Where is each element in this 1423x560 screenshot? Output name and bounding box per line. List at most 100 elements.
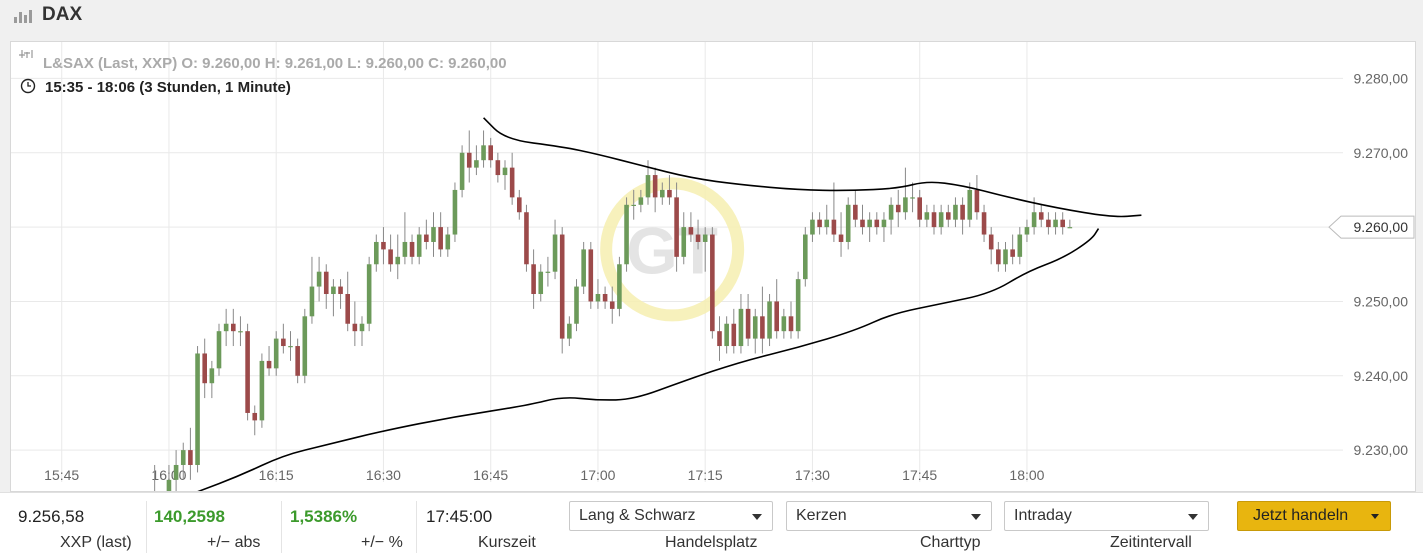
candle-up[interactable] xyxy=(209,368,215,384)
candle-up[interactable] xyxy=(180,450,186,465)
candle-down[interactable] xyxy=(838,234,844,242)
candle-up[interactable] xyxy=(452,189,458,235)
candle-down[interactable] xyxy=(860,219,865,228)
candle-down[interactable] xyxy=(695,234,701,242)
candle-up[interactable] xyxy=(681,227,687,257)
candle-down[interactable] xyxy=(931,212,937,228)
candle-up[interactable] xyxy=(1067,227,1073,229)
candle-down[interactable] xyxy=(831,219,837,235)
candle-down[interactable] xyxy=(466,152,472,168)
candle-up[interactable] xyxy=(216,331,222,369)
candle-up[interactable] xyxy=(867,219,872,228)
candle-down[interactable] xyxy=(281,338,286,347)
candle-up[interactable] xyxy=(953,204,958,220)
candle-up[interactable] xyxy=(617,264,622,309)
candle-up[interactable] xyxy=(238,331,243,333)
candle-up[interactable] xyxy=(702,234,708,242)
candle-down[interactable] xyxy=(524,212,529,265)
candle-up[interactable] xyxy=(903,197,908,213)
candle-up[interactable] xyxy=(924,212,930,220)
candle-up[interactable] xyxy=(273,338,279,369)
candle-down[interactable] xyxy=(674,197,679,257)
candle-down[interactable] xyxy=(188,450,193,465)
candle-up[interactable] xyxy=(173,464,179,480)
candle-down[interactable] xyxy=(609,301,615,309)
candle-up[interactable] xyxy=(1017,234,1023,257)
candle-up[interactable] xyxy=(459,152,465,190)
candlestick-chart[interactable]: GT 9.230,00 9.240,00 9.250,00 9.260,00 9.270,… xyxy=(11,42,1415,491)
candle-up[interactable] xyxy=(724,323,729,347)
candle-down[interactable] xyxy=(1038,212,1044,220)
candle-down[interactable] xyxy=(381,241,386,250)
candle-down[interactable] xyxy=(602,294,608,302)
candle-up[interactable] xyxy=(545,271,551,273)
candle-down[interactable] xyxy=(438,227,443,250)
candle-down[interactable] xyxy=(1010,249,1015,257)
candle-up[interactable] xyxy=(481,145,486,161)
candle-up[interactable] xyxy=(309,286,315,317)
candle-up[interactable] xyxy=(395,256,401,265)
candle-up[interactable] xyxy=(445,234,451,250)
candle-up[interactable] xyxy=(538,271,544,295)
candle-up[interactable] xyxy=(881,219,887,228)
candle-down[interactable] xyxy=(202,353,207,384)
candle-down[interactable] xyxy=(874,219,880,228)
candle-up[interactable] xyxy=(824,219,830,228)
candle-up[interactable] xyxy=(803,234,808,280)
candle-down[interactable] xyxy=(788,316,794,332)
candle-down[interactable] xyxy=(588,249,594,302)
candle-up[interactable] xyxy=(888,204,894,220)
candle-up[interactable] xyxy=(574,286,579,324)
candle-up[interactable] xyxy=(752,316,758,339)
candle-up[interactable] xyxy=(374,241,379,265)
candle-up[interactable] xyxy=(795,279,801,332)
candle-up[interactable] xyxy=(288,346,293,348)
candle-down[interactable] xyxy=(710,234,715,332)
candle-up[interactable] xyxy=(223,323,229,332)
trade-now-button[interactable]: Jetzt handeln xyxy=(1237,501,1391,531)
candle-down[interactable] xyxy=(338,286,343,295)
candle-up[interactable] xyxy=(474,160,479,168)
candle-up[interactable] xyxy=(359,323,365,332)
candle-down[interactable] xyxy=(745,308,751,339)
candle-down[interactable] xyxy=(974,189,980,213)
candle-down[interactable] xyxy=(717,331,722,347)
interval-select[interactable]: Intraday xyxy=(1004,501,1209,531)
candle-up[interactable] xyxy=(845,204,851,242)
candle-up[interactable] xyxy=(502,167,508,176)
candle-up[interactable] xyxy=(738,308,744,347)
candle-up[interactable] xyxy=(767,301,772,339)
candle-down[interactable] xyxy=(731,323,737,347)
candle-up[interactable] xyxy=(910,197,915,199)
candle-down[interactable] xyxy=(1046,219,1051,228)
candle-down[interactable] xyxy=(424,234,429,242)
candle-down[interactable] xyxy=(409,241,415,257)
candle-up[interactable] xyxy=(581,249,586,287)
candle-down[interactable] xyxy=(531,264,536,295)
candle-up[interactable] xyxy=(316,271,322,287)
candle-up[interactable] xyxy=(938,212,944,228)
candle-down[interactable] xyxy=(946,212,951,220)
candle-up[interactable] xyxy=(552,234,558,272)
candle-up[interactable] xyxy=(660,189,665,198)
candle-up[interactable] xyxy=(416,234,422,257)
candle-down[interactable] xyxy=(688,227,694,235)
candle-up[interactable] xyxy=(595,294,601,302)
candle-down[interactable] xyxy=(509,167,515,198)
candle-down[interactable] xyxy=(295,346,300,376)
candle-up[interactable] xyxy=(1024,227,1030,235)
candle-up[interactable] xyxy=(259,360,265,421)
candle-up[interactable] xyxy=(1003,249,1008,265)
candle-down[interactable] xyxy=(559,234,565,339)
candle-down[interactable] xyxy=(388,249,393,265)
candle-down[interactable] xyxy=(1060,219,1065,228)
candle-down[interactable] xyxy=(853,204,858,220)
candle-down[interactable] xyxy=(817,219,822,228)
candle-up[interactable] xyxy=(431,227,436,242)
candle-up[interactable] xyxy=(195,353,200,465)
candle-up[interactable] xyxy=(967,189,973,220)
candle-up[interactable] xyxy=(331,286,336,295)
candle-down[interactable] xyxy=(652,175,658,198)
candle-down[interactable] xyxy=(252,412,258,421)
charttype-select[interactable]: Kerzen xyxy=(786,501,992,531)
